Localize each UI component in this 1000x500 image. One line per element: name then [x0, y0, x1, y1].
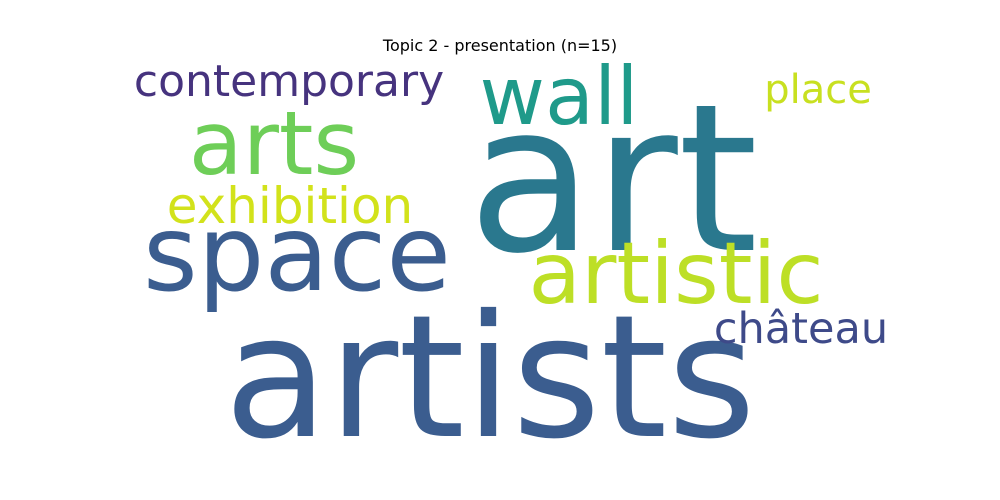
word-artists: artists — [224, 279, 756, 477]
word-artistic: artistic — [528, 224, 823, 324]
word-art: art — [468, 61, 758, 299]
word-wall: wall — [480, 50, 639, 143]
figure-title: Topic 2 - presentation (n=15) — [382, 36, 618, 55]
word-chateau: château — [714, 304, 888, 354]
word-contemporary: contemporary — [134, 56, 444, 107]
word-space: space — [143, 193, 451, 315]
word-arts: arts — [189, 92, 359, 195]
word-exhibition: exhibition — [167, 177, 413, 235]
word-place: place — [764, 67, 872, 113]
